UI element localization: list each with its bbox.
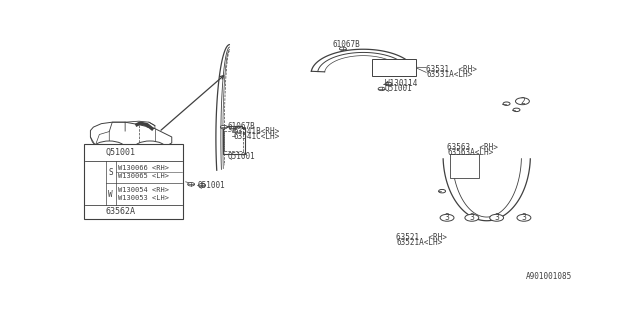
FancyBboxPatch shape <box>84 144 182 219</box>
Text: Q51001: Q51001 <box>106 148 136 157</box>
Text: 63541C<LH>: 63541C<LH> <box>234 132 280 141</box>
Text: A901001085: A901001085 <box>526 272 573 281</box>
Text: 3: 3 <box>494 213 499 222</box>
Circle shape <box>339 47 346 51</box>
Circle shape <box>88 149 101 156</box>
Circle shape <box>188 182 195 186</box>
Circle shape <box>198 184 205 187</box>
Circle shape <box>88 209 101 215</box>
Circle shape <box>229 127 236 130</box>
Text: 63541B<RH>: 63541B<RH> <box>234 127 280 136</box>
Circle shape <box>220 125 227 129</box>
Text: W130065 <LH>: W130065 <LH> <box>118 173 169 179</box>
Circle shape <box>438 189 445 193</box>
Text: 61067B: 61067B <box>157 177 184 186</box>
Text: W130066 <RH>: W130066 <RH> <box>118 165 169 171</box>
Text: 3: 3 <box>522 213 526 222</box>
Text: W: W <box>108 190 113 199</box>
Circle shape <box>88 180 101 187</box>
Circle shape <box>133 141 166 157</box>
Text: W130053 <LH>: W130053 <LH> <box>118 195 169 201</box>
Circle shape <box>385 82 392 86</box>
Text: 61067B: 61067B <box>333 40 361 49</box>
Text: 2: 2 <box>520 97 525 106</box>
FancyBboxPatch shape <box>450 154 479 178</box>
Text: 63562A: 63562A <box>106 207 136 216</box>
Circle shape <box>93 141 126 157</box>
Text: S: S <box>108 168 113 177</box>
Circle shape <box>513 108 520 112</box>
Text: Q51001: Q51001 <box>198 181 226 190</box>
Circle shape <box>503 102 510 105</box>
Circle shape <box>378 87 385 91</box>
Text: W130054 <RH>: W130054 <RH> <box>118 187 169 193</box>
Text: 2: 2 <box>93 179 97 188</box>
Text: 3: 3 <box>92 207 97 216</box>
FancyBboxPatch shape <box>372 59 416 76</box>
Circle shape <box>490 214 504 221</box>
Text: Q51001: Q51001 <box>228 152 255 161</box>
Text: 63521  <RH>: 63521 <RH> <box>396 234 447 243</box>
Circle shape <box>517 214 531 221</box>
Text: 1: 1 <box>93 148 97 157</box>
Text: 63563  <RH>: 63563 <RH> <box>447 143 498 152</box>
Text: 63531  <RH>: 63531 <RH> <box>426 65 477 74</box>
Text: Q51001: Q51001 <box>385 84 413 93</box>
Circle shape <box>141 145 159 154</box>
Text: 63531A<LH>: 63531A<LH> <box>426 70 472 79</box>
Circle shape <box>440 214 454 221</box>
Circle shape <box>465 214 479 221</box>
Text: 63563A<LH>: 63563A<LH> <box>447 148 493 157</box>
Text: 3: 3 <box>469 213 474 222</box>
Text: 63521A<LH>: 63521A<LH> <box>396 238 443 247</box>
Circle shape <box>100 145 118 154</box>
Text: W130114: W130114 <box>385 79 417 89</box>
Circle shape <box>515 98 529 105</box>
Text: 61067B: 61067B <box>228 122 255 131</box>
Text: 3: 3 <box>445 213 449 222</box>
